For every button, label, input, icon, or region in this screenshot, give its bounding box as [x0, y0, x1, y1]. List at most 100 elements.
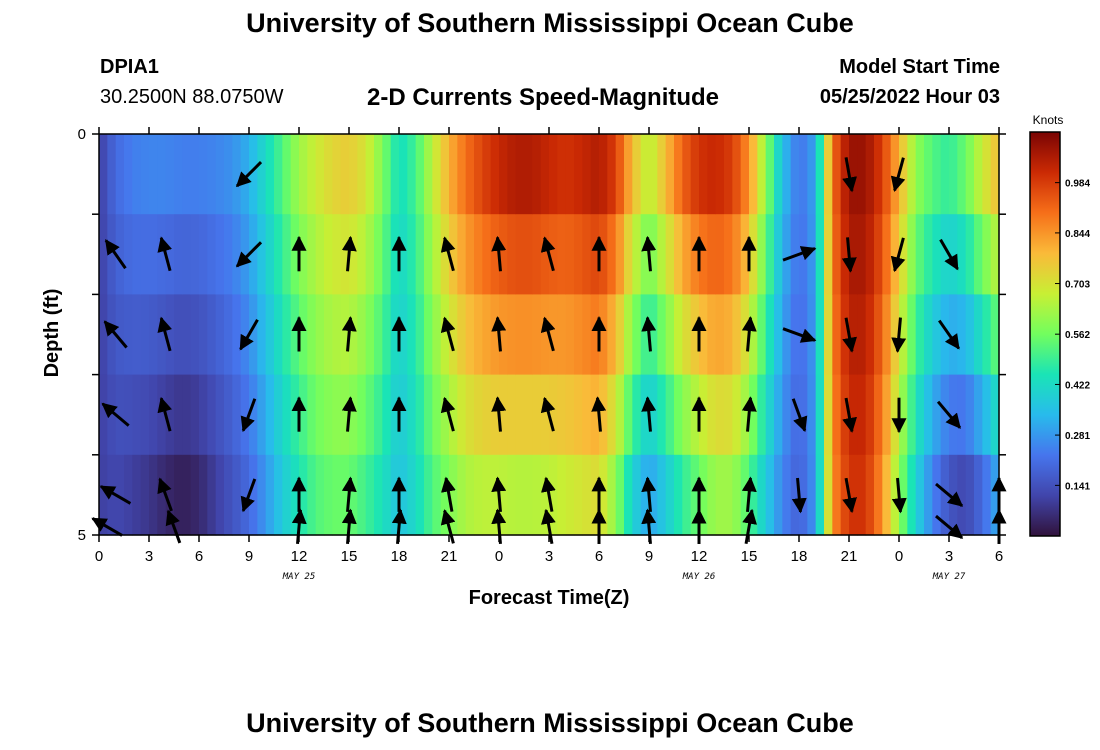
heatmap-cell [715, 134, 725, 215]
heatmap-cell [349, 454, 358, 536]
heatmap-cell [282, 134, 292, 215]
heatmap-cell [757, 134, 767, 215]
heatmap-cell [799, 134, 808, 215]
y-axis-label: Depth (ft) [41, 289, 63, 378]
heatmap-cell [824, 294, 833, 376]
heatmap-cell [632, 374, 642, 456]
heatmap-cell [524, 294, 533, 376]
heatmap-cell [424, 134, 433, 215]
heatmap-cell [240, 374, 250, 456]
heatmap-cell [682, 454, 692, 536]
heatmap-cell [982, 374, 992, 456]
heatmap-cell [332, 214, 342, 295]
heatmap-cell [724, 214, 733, 295]
heatmap-cell [165, 214, 175, 295]
current-vector-arrow [103, 320, 128, 349]
heatmap-cell [974, 374, 983, 456]
current-vector-arrow [939, 238, 959, 271]
current-vector-arrow [891, 477, 907, 514]
heatmap-cell [207, 294, 217, 376]
heatmap-cell [440, 454, 450, 536]
heatmap-cell [965, 454, 975, 536]
heatmap-cell [782, 214, 792, 295]
heatmap-cell [857, 134, 867, 215]
heatmap-cell [899, 294, 908, 376]
current-vector-arrow [240, 398, 257, 433]
heatmap-cell [782, 294, 792, 376]
heatmap-cell [307, 134, 317, 215]
heatmap-cell [507, 214, 517, 295]
x-tick-label: 6 [995, 548, 1003, 565]
heatmap-cell [324, 134, 333, 215]
heatmap-cell [590, 214, 600, 295]
heatmap-cell [374, 214, 383, 295]
plot-axes: 0 3 6 9 12 15 18 21 0 3 6 9 12 15 18 21 0 3 6 MAY 25 MAY 26 M… [78, 126, 1006, 582]
heatmap-cell [424, 294, 433, 376]
heatmap-cell [732, 374, 742, 456]
heatmap-cell [740, 214, 750, 295]
heatmap-cell [407, 214, 417, 295]
heatmap-cell [690, 374, 700, 456]
heatmap-cell [732, 294, 742, 376]
heatmap-cell [882, 454, 892, 536]
heatmap-cell [224, 214, 233, 295]
heatmap-cell [432, 454, 442, 536]
current-vector-arrow [440, 396, 456, 432]
heatmap-cell [649, 214, 658, 295]
heatmap-cell [940, 374, 950, 456]
heatmap-cell [199, 134, 208, 215]
heatmap-cell [624, 454, 633, 536]
heatmap-cell [407, 454, 417, 536]
heatmap-cell [890, 214, 900, 295]
heatmap-cell [99, 214, 108, 295]
heatmap-cell [457, 134, 467, 215]
heatmap-cell [749, 374, 758, 456]
heatmap-cell [132, 374, 142, 456]
heatmap-cell [924, 134, 933, 215]
current-vector-arrow [741, 316, 757, 352]
heatmap-cell [690, 294, 700, 376]
heatmap-cell [474, 294, 483, 376]
heatmap-cell [532, 134, 542, 215]
heatmap-cell [482, 214, 492, 295]
heatmap-cell [465, 454, 475, 536]
heatmap-cell [407, 374, 417, 456]
heatmap-cell [432, 374, 442, 456]
heatmap-cell [540, 454, 550, 536]
heatmap-cell [924, 294, 933, 376]
heatmap-cell [349, 134, 358, 215]
heatmap-cell [640, 134, 650, 215]
heatmap-cell [190, 214, 200, 295]
heatmap-cell [649, 294, 658, 376]
heatmap-cell [215, 294, 225, 376]
colorbar-tick-label: 0.422 [1065, 380, 1090, 391]
heatmap-cell [182, 454, 192, 536]
heatmap-cell [490, 374, 500, 456]
heatmap-cell [782, 374, 792, 456]
heatmap-cell [632, 294, 642, 376]
heatmap-cell [499, 294, 508, 376]
current-vector-arrow [391, 508, 407, 545]
heatmap-cell [182, 374, 192, 456]
heatmap-cell [149, 214, 158, 295]
heatmap-cell [415, 134, 425, 215]
heatmap-cell [582, 454, 592, 536]
heatmap-cell [99, 374, 108, 456]
heatmap-cell [449, 214, 458, 295]
current-vector-arrow [842, 157, 857, 193]
heatmap-cell [482, 134, 492, 215]
heatmap-cell [124, 454, 133, 536]
heatmap-cell [674, 134, 683, 215]
heatmap-cell [165, 374, 175, 456]
heatmap-cell [907, 294, 917, 376]
x-tick-label: 6 [195, 548, 203, 565]
x-tick-label: 15 [341, 548, 358, 565]
heatmap-cell [915, 134, 925, 215]
heatmap-cell [965, 294, 975, 376]
heatmap-cell [790, 294, 800, 376]
current-vector-arrow [157, 316, 173, 352]
heatmap-cell [207, 214, 217, 295]
heatmap-cell [99, 294, 108, 376]
heatmap-cell [132, 294, 142, 376]
